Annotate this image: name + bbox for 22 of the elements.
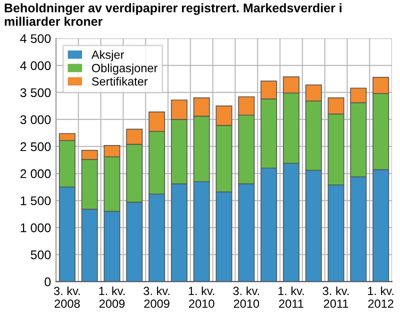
- y-tick-label: 0: [44, 277, 51, 286]
- y-tick-label: 3 000: [20, 115, 51, 124]
- y-tick-label: 1 000: [20, 223, 51, 232]
- x-tick-label: 3. kv. 2010: [233, 286, 260, 308]
- x-tick-label: 1. kv. 2011: [278, 286, 304, 308]
- y-tick-label: 4 500: [20, 34, 51, 44]
- legend-label: Sertifikater: [92, 76, 148, 86]
- legend-label: Aksjer: [91, 50, 124, 62]
- x-tick-label: 3. kv. 2009: [144, 286, 170, 308]
- x-tick-label: 1. kv. 2010: [188, 286, 214, 308]
- y-tick-label: 2 000: [20, 169, 51, 178]
- y-tick-label: 4 000: [20, 61, 51, 70]
- x-tick-label: 1. kv. 2012: [368, 286, 394, 308]
- x-tick-label: 3. kv. 2008: [54, 286, 80, 308]
- chart-title: Beholdninger av verdipapirer registrert. Markedsverdier i milliarder kroner: [4, 3, 342, 26]
- x-tick-label: 3. kv. 2011: [322, 286, 349, 308]
- y-tick-label: 2 500: [20, 142, 51, 152]
- legend-label: Obligasjoner: [92, 64, 158, 75]
- y-tick-label: 3 500: [20, 88, 51, 98]
- y-tick-label: 500: [30, 250, 51, 260]
- y-tick-label: 1 500: [20, 196, 51, 206]
- x-tick-label: 1. kv. 2009: [99, 286, 125, 308]
